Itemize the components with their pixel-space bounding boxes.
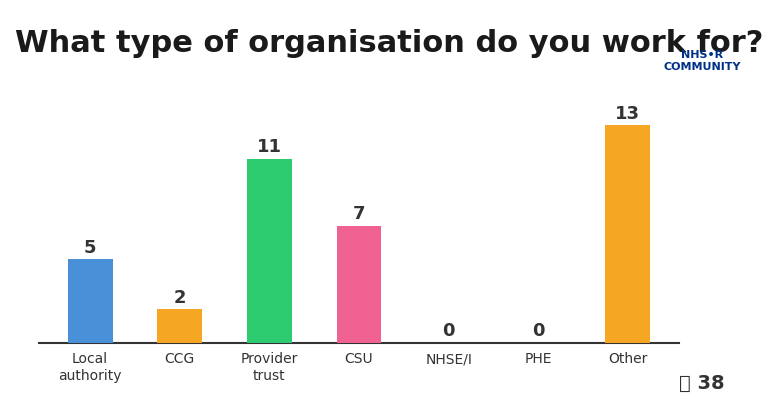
Text: 0: 0 xyxy=(532,322,544,340)
Text: 11: 11 xyxy=(257,138,282,156)
Text: 7: 7 xyxy=(353,205,365,223)
Text: What type of organisation do you work for?: What type of organisation do you work fo… xyxy=(15,29,764,58)
Bar xyxy=(337,226,381,343)
Text: 13: 13 xyxy=(615,105,640,123)
Text: 👥 38: 👥 38 xyxy=(679,374,725,393)
Bar xyxy=(605,125,650,343)
Text: 5: 5 xyxy=(84,239,96,257)
Text: NHS•R
COMMUNITY: NHS•R COMMUNITY xyxy=(664,50,741,72)
Bar xyxy=(68,259,113,343)
Text: 2: 2 xyxy=(174,289,186,307)
Bar xyxy=(247,159,292,343)
Bar xyxy=(157,309,202,343)
Text: 0: 0 xyxy=(442,322,455,340)
